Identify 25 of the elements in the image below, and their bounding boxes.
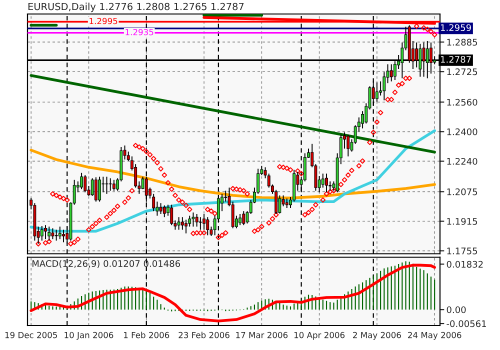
y-tick-label: 1.2725 — [447, 68, 478, 76]
x-tick-label: 17 Mar 2006 — [236, 332, 288, 338]
y-tick-label: 0.00 — [446, 306, 466, 314]
y-tick-label: 1.2240 — [447, 158, 478, 165]
x-tick-label: 10 Apr 2006 — [294, 332, 345, 340]
y-tick-label: 1.2885 — [447, 38, 478, 46]
x-tick-label: 10 Jan 2006 — [64, 332, 114, 340]
y-tick-label: 1.1755 — [447, 248, 478, 254]
y-tick-label: 1.1915 — [447, 218, 478, 225]
chart-title: EURUSD,Daily 1.2776 1.2808 1.2765 1.2787 — [28, 2, 244, 12]
x-tick-label: 19 Dec 2005 — [5, 332, 57, 338]
y-tick-label: 1.2400 — [447, 128, 478, 136]
x-tick-label: 1 Feb 2006 — [124, 332, 170, 338]
x-tick-label: 23 Feb 2006 — [178, 332, 230, 338]
y-tick-label: -0.00561 — [446, 320, 486, 328]
ref-line-label: 1.2959 — [440, 24, 471, 32]
chart-title: MACD(12,26,9) 0.01207 0.01486 — [32, 260, 180, 268]
ref-line-label: 1.2935 — [126, 28, 154, 36]
x-tick-label: 2 May 2006 — [353, 332, 401, 340]
y-tick-label: 1.2560 — [447, 98, 478, 106]
y-tick-label: 0.01832 — [446, 260, 483, 268]
ref-line-label: 1.2995 — [90, 18, 118, 24]
ref-line-label: 1.2787 — [440, 56, 471, 63]
x-tick-label: 24 May 2006 — [408, 332, 462, 340]
y-tick-label: 1.2075 — [447, 188, 478, 196]
